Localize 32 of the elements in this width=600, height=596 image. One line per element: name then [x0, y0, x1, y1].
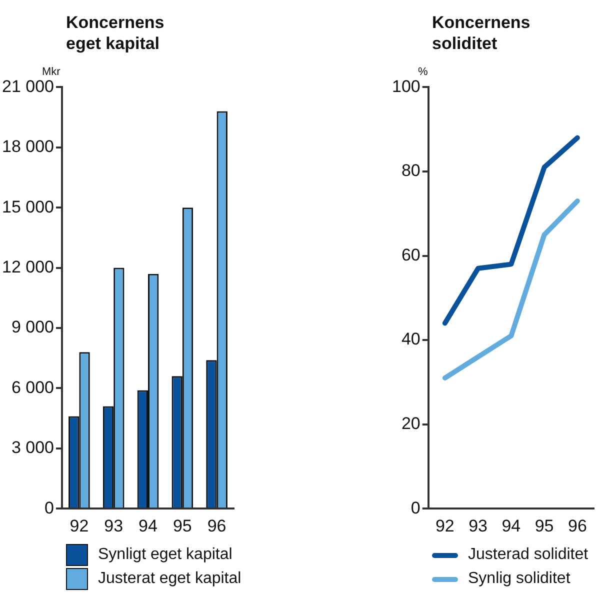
chart-title: Koncernens soliditet — [432, 12, 530, 54]
x-tick-label: 93 — [104, 516, 124, 536]
y-tick-label: 21 000 — [2, 76, 54, 96]
legend-label: Synligt eget kapital — [98, 546, 232, 564]
y-tick-label: 15 000 — [2, 197, 54, 216]
x-tick-label: 92 — [435, 516, 454, 536]
x-tick-label: 93 — [468, 516, 488, 536]
y-tick-label: 9 000 — [11, 318, 54, 337]
y-tick-label: 0 — [44, 498, 54, 518]
y-tick-label: 80 — [401, 161, 420, 180]
y-tick-label: 100 — [392, 76, 420, 96]
x-tick-label: 94 — [502, 516, 521, 536]
legend-label: Justerat eget kapital — [98, 570, 242, 588]
y-tick-label: 12 000 — [2, 257, 54, 276]
y-axis-title: % — [418, 66, 428, 78]
x-tick-label: 96 — [568, 516, 587, 536]
y-tick-label: 3 000 — [11, 438, 54, 458]
x-tick-label: 94 — [138, 516, 158, 536]
x-tick-label: 92 — [70, 516, 89, 536]
y-tick-label: 18 000 — [2, 137, 54, 156]
legend-label: Justerad soliditet — [468, 546, 588, 564]
y-tick-label: 40 — [401, 330, 420, 349]
chart-title: Koncernens eget kapital — [66, 12, 164, 54]
y-tick-label: 6 000 — [11, 378, 54, 397]
y-tick-label: 0 — [410, 498, 420, 518]
x-tick-label: 95 — [534, 516, 554, 536]
legend-label: Synlig soliditet — [468, 570, 570, 588]
y-axis-title: Mkr — [42, 66, 60, 78]
x-tick-label: 96 — [207, 516, 226, 536]
y-tick-label: 20 — [401, 414, 420, 434]
x-tick-label: 95 — [172, 516, 192, 536]
y-tick-label: 60 — [401, 245, 420, 264]
